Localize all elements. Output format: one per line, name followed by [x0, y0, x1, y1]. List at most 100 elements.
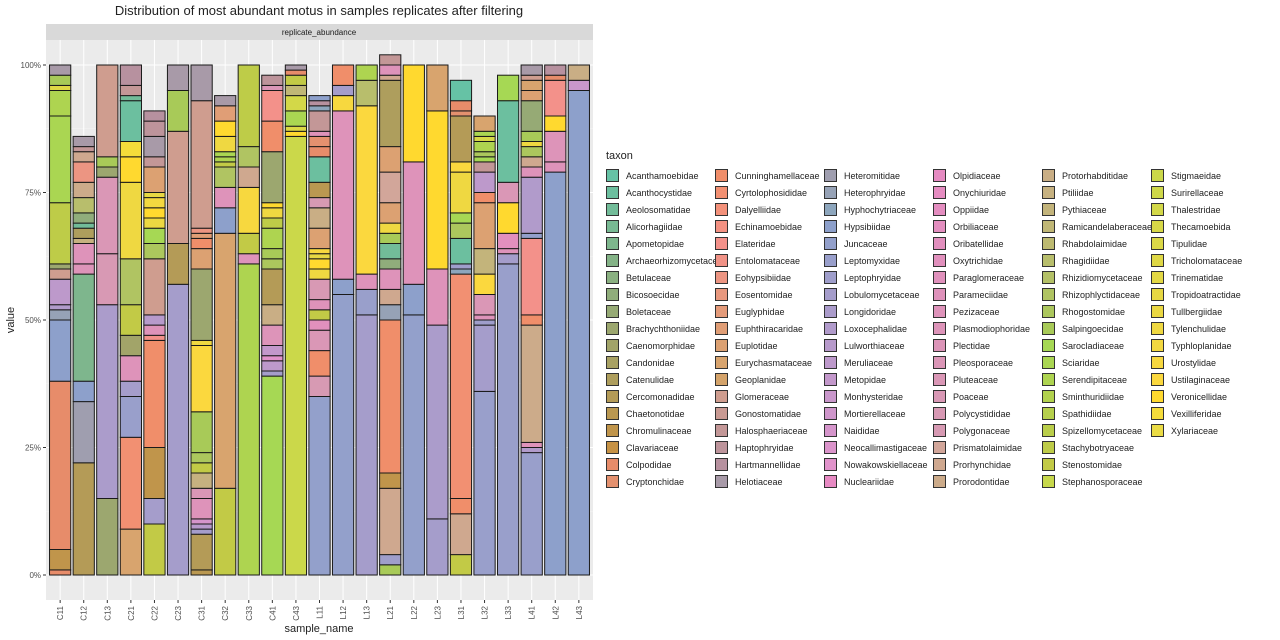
- bar-segment: [190, 472, 213, 489]
- legend-label: Pluteaceae: [953, 374, 999, 385]
- legend-key: [715, 407, 728, 420]
- legend-item: Monhysteridae: [824, 388, 903, 405]
- bar-segment: [473, 156, 496, 163]
- legend-key: [1151, 237, 1164, 250]
- legend-item: Betulaceae: [606, 269, 671, 286]
- legend-key: [824, 424, 837, 437]
- bar-segment: [166, 90, 190, 132]
- x-tick-label: C32: [221, 605, 230, 620]
- x-tick-label: C23: [174, 605, 183, 620]
- bar-segment: [49, 304, 72, 311]
- legend-key: [1042, 441, 1055, 454]
- legend-item: Rhabdolaimidae: [1042, 235, 1127, 252]
- bar-segment: [72, 263, 95, 275]
- bar-segment: [379, 268, 402, 290]
- legend-label: Hyphochytriaceae: [844, 204, 917, 215]
- bar-segment: [119, 334, 142, 357]
- legend-label: Oppiidae: [953, 204, 990, 215]
- bar-segment: [497, 202, 520, 234]
- bar-segment: [520, 314, 543, 326]
- x-tick-label: C12: [80, 605, 89, 620]
- legend-label: Lobulomycetaceae: [844, 289, 920, 300]
- legend-key: [715, 441, 728, 454]
- bar-segment: [143, 339, 166, 448]
- bar-l32: [473, 115, 496, 576]
- legend-key: [824, 305, 837, 318]
- legend-key: [1042, 254, 1055, 267]
- legend-item: Olpidiaceae: [933, 167, 1001, 184]
- bar-segment: [143, 156, 166, 168]
- legend-label: Spathidiidae: [1062, 408, 1112, 419]
- legend-label: Orbiliaceae: [953, 221, 999, 232]
- x-tick-label: L11: [316, 605, 325, 618]
- bar-segment: [520, 324, 543, 443]
- bar-segment: [284, 95, 308, 112]
- bar-segment: [308, 146, 331, 158]
- bar-segment: [72, 380, 95, 403]
- legend-label: Helotiaceae: [735, 476, 783, 487]
- legend-item: Parameciidae: [933, 286, 1008, 303]
- bar-segment: [379, 146, 402, 173]
- legend-label: Neocallimastigaceae: [844, 442, 928, 453]
- bar-segment: [72, 181, 95, 199]
- legend-item: Catenulidae: [606, 371, 674, 388]
- legend-key: [933, 271, 946, 284]
- bar-segment: [379, 79, 402, 148]
- legend-label: Nucleariidae: [844, 476, 895, 487]
- legend-key: [1042, 220, 1055, 233]
- bar-segment: [214, 166, 237, 188]
- bar-segment: [355, 64, 378, 81]
- legend-key: [1042, 339, 1055, 352]
- bar-segment: [261, 345, 284, 357]
- legend-key: [933, 169, 946, 182]
- legend-item: Trinematidae: [1151, 269, 1223, 286]
- legend-label: Polygonaceae: [953, 425, 1011, 436]
- bar-segment: [426, 268, 449, 326]
- legend-item: Typhloplanidae: [1151, 337, 1232, 354]
- bar-segment: [331, 110, 355, 280]
- bar-segment: [449, 100, 473, 112]
- bar-segment: [190, 268, 213, 341]
- bar-segment: [308, 278, 331, 301]
- legend-key: [1151, 322, 1164, 335]
- legend-key: [933, 220, 946, 233]
- bar-segment: [143, 498, 166, 525]
- bar-segment: [379, 472, 402, 489]
- bar-segment: [567, 90, 590, 576]
- legend-label: Leptophryidae: [844, 272, 902, 283]
- legend-label: Ptiliidae: [1062, 187, 1094, 198]
- legend-key: [933, 441, 946, 454]
- legend-label: Meruliaceae: [844, 357, 894, 368]
- bar-c23: [166, 64, 190, 576]
- bar-segment: [214, 487, 237, 576]
- legend-item: Sminthuridiidae: [1042, 388, 1124, 405]
- bar-segment: [119, 304, 142, 336]
- legend-key: [715, 373, 728, 386]
- bar-segment: [449, 161, 473, 173]
- legend-item: Geoplanidae: [715, 371, 786, 388]
- bar-segment: [72, 151, 95, 163]
- y-tick-label: 100%: [21, 61, 41, 70]
- bar-segment: [49, 278, 72, 306]
- bar-segment: [143, 166, 166, 193]
- bar-segment: [520, 447, 543, 454]
- legend-label: Rhizidiomycetaceae: [1062, 272, 1143, 283]
- bar-segment: [308, 100, 331, 107]
- legend-item: Salpingoecidae: [1042, 320, 1124, 337]
- legend-item: Hyphochytriaceae: [824, 201, 916, 218]
- legend-label: Ustilaginaceae: [1171, 374, 1231, 385]
- legend-item: Cryptonchidae: [606, 473, 684, 490]
- legend-key: [606, 186, 619, 199]
- legend-item: Hypsibiidae: [824, 218, 891, 235]
- bar-segment: [237, 253, 260, 265]
- legend-item: Haptophryidae: [715, 439, 794, 456]
- bar-segment: [402, 161, 425, 285]
- bar-segment: [166, 64, 190, 91]
- bar-segment: [261, 258, 284, 270]
- chart-title: Distribution of most abundant motus in s…: [115, 3, 523, 18]
- legend-label: Serendipitaceae: [1062, 374, 1128, 385]
- bar-segment: [308, 207, 331, 229]
- bar-segment: [379, 258, 402, 270]
- bar-segment: [119, 84, 142, 97]
- bar-segment: [261, 375, 284, 576]
